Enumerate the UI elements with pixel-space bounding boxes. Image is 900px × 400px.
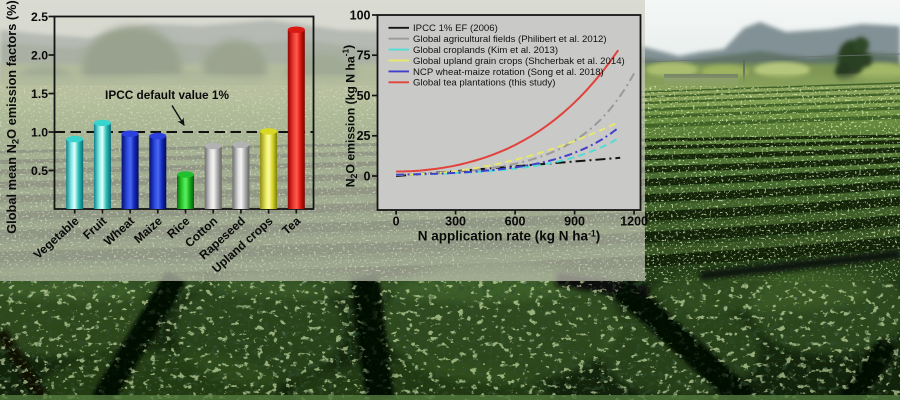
svg-text:1.0: 1.0 [31,125,48,139]
svg-text:Global agricultural fields (Ph: Global agricultural fields (Philibert et… [413,34,607,45]
svg-text:N2O emission (kg N ha-1): N2O emission (kg N ha-1) [341,45,359,188]
svg-text:Global upland grain crops (Shc: Global upland grain crops (Shcherbak et … [413,56,625,67]
svg-text:Global croplands (Kim et al. 2: Global croplands (Kim et al. 2013) [413,45,558,56]
svg-text:1200: 1200 [620,215,648,229]
svg-text:1.5: 1.5 [31,87,48,101]
svg-text:NCP wheat-maize rotation (Song: NCP wheat-maize rotation (Song et al. 20… [413,67,604,78]
svg-text:N application rate (kg N ha-1): N application rate (kg N ha-1) [418,229,601,244]
svg-text:50: 50 [357,89,371,103]
svg-text:100: 100 [350,8,371,22]
svg-text:0.5: 0.5 [31,164,48,178]
svg-text:300: 300 [445,215,466,229]
svg-text:900: 900 [564,215,585,229]
svg-text:0: 0 [364,169,371,183]
svg-text:0: 0 [393,215,400,229]
svg-text:25: 25 [357,129,371,143]
svg-text:75: 75 [357,49,371,63]
svg-text:IPCC default value 1%: IPCC default value 1% [105,88,229,102]
svg-text:2.0: 2.0 [31,48,48,62]
svg-text:Global mean N2O emission facto: Global mean N2O emission factors (%) [4,0,22,234]
svg-text:2.5: 2.5 [31,10,48,24]
svg-text:Global tea plantations (this s: Global tea plantations (this study) [413,78,555,89]
svg-text:IPCC 1% EF (2006): IPCC 1% EF (2006) [413,23,498,34]
svg-text:600: 600 [505,215,526,229]
